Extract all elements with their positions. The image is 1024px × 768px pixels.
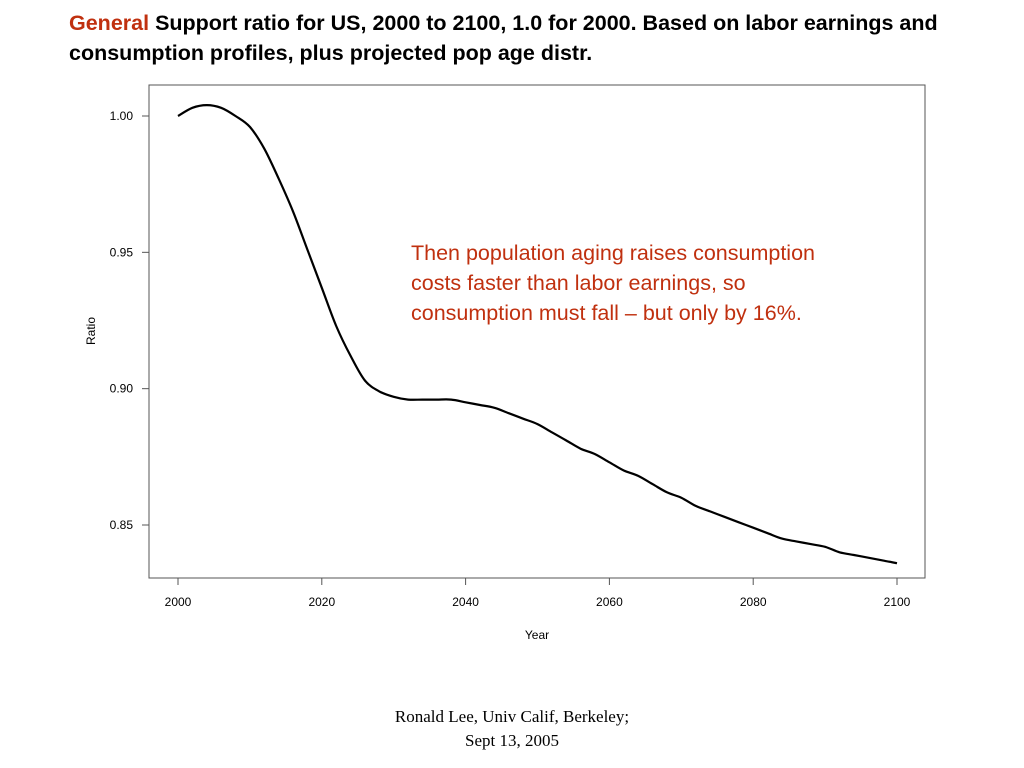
- y-tick-label-0.90: 0.90: [110, 382, 134, 396]
- x-axis-label: Year: [525, 628, 549, 642]
- x-tick-label-2000: 2000: [165, 595, 192, 609]
- x-axis: 2000 2020 2040 2060 2080 2100: [165, 578, 911, 609]
- x-tick-label-2100: 2100: [884, 595, 911, 609]
- y-tick-label-1.00: 1.00: [110, 109, 134, 123]
- support-ratio-line-0: [177, 104, 898, 565]
- x-tick-label-2020: 2020: [308, 595, 335, 609]
- chart-annotation: Then population aging raises consumption…: [411, 241, 815, 325]
- x-tick-label-2040: 2040: [452, 595, 479, 609]
- plot-frame: [148, 84, 926, 579]
- title-main: Support ratio for US, 2000 to 2100, 1.0 …: [69, 11, 938, 65]
- y-axis-label: Ratio: [84, 317, 98, 345]
- slide-title: General Support ratio for US, 2000 to 21…: [69, 8, 1009, 68]
- footer-author: Ronald Lee, Univ Calif, Berkeley;: [394, 707, 630, 726]
- y-tick-label-0.85: 0.85: [110, 518, 134, 532]
- y-tick-label-0.95: 0.95: [110, 245, 134, 259]
- support-ratio-chart: 2000 2020 2040 2060 2080 2100 0.85 0.90 0.95 1.0…: [84, 84, 926, 642]
- x-tick-label-2060: 2060: [596, 595, 623, 609]
- x-tick-label-2080: 2080: [740, 595, 767, 609]
- title-accent: General: [69, 11, 150, 35]
- footer-date: Sept 13, 2005: [465, 731, 559, 750]
- footer-credit: Ronald Lee, Univ Calif, Berkeley; Sept 1…: [312, 705, 712, 753]
- series-layer: [177, 104, 898, 565]
- y-axis: 0.85 0.90 0.95 1.00: [110, 109, 149, 532]
